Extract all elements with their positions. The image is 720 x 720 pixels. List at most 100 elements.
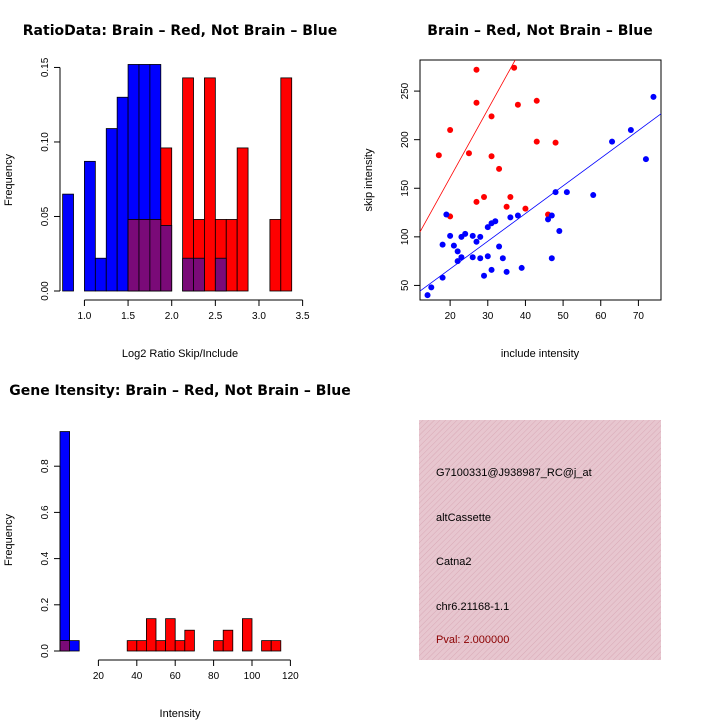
scatter-x-tick-label: 20 [445, 311, 457, 322]
gene-bar-brain [145, 618, 157, 652]
scatter-point-brain [514, 101, 521, 108]
scatter-point-not-brain [458, 233, 465, 240]
ratio-x-tick-label: 1.5 [121, 311, 135, 322]
scatter-y-tick-label: 100 [400, 228, 411, 245]
scatter-point-not-brain [650, 93, 657, 100]
gene-bar-brain [222, 629, 234, 652]
gene-y-tick-label: 0.0 [40, 644, 51, 658]
scatter-point-not-brain [514, 212, 521, 219]
scatter-point-not-brain [450, 242, 457, 249]
scatter-point-not-brain [443, 211, 450, 218]
fit-line-blue [419, 113, 662, 292]
gene-x-tick-label: 120 [282, 671, 299, 682]
scatter-point-not-brain [439, 274, 446, 281]
scatter-point-not-brain [488, 266, 495, 273]
scatter-point-not-brain [484, 253, 491, 260]
scatter-point-not-brain [609, 138, 616, 145]
scatter-y-tick-label: 200 [400, 131, 411, 148]
scatter-point-not-brain [469, 232, 476, 239]
scatter-point-not-brain [428, 284, 435, 291]
scatter-point-not-brain [545, 216, 552, 223]
ratio-histogram-xlabel: Log2 Ratio Skip/Include [122, 348, 238, 360]
scatter-point-not-brain [642, 156, 649, 163]
scatter-point-brain [552, 139, 559, 146]
info-panel: G7100331@J938987_RC@j_at altCassette Cat… [419, 420, 661, 660]
gene-x-tick-label: 80 [208, 671, 220, 682]
gene-bar-not-brain [69, 640, 80, 652]
scatter-point-not-brain [439, 241, 446, 248]
scatter-point-not-brain [477, 255, 484, 262]
ratio-x-tick-label: 2.5 [208, 311, 222, 322]
scatter-point-brain [522, 205, 529, 212]
scatter-point-brain [488, 153, 495, 160]
ratio-histogram-bars [62, 64, 293, 292]
scatter-point-not-brain [424, 292, 431, 299]
gene-x-tick-label: 60 [170, 671, 182, 682]
scatter-point-not-brain [473, 238, 480, 245]
scatter-axes: 20 30 40 50 60 70 50 100 150 200 250 [400, 82, 644, 322]
info-location: chr6.21168-1.1 [436, 601, 509, 613]
intensity-scatter-xlabel: include intensity [501, 348, 580, 360]
ratio-bar-overlap [138, 219, 151, 292]
scatter-point-not-brain [499, 255, 506, 262]
ratio-x-tick-label: 3.5 [296, 311, 310, 322]
gene-bar-brain [261, 640, 272, 652]
ratio-x-tick-label: 3.0 [252, 311, 266, 322]
ratio-bar-brain [269, 219, 282, 292]
scatter-point-not-brain [492, 218, 499, 225]
scatter-point-not-brain [548, 212, 555, 219]
scatter-point-brain [435, 152, 442, 159]
gene-bar-overlap [59, 640, 70, 652]
scatter-point-brain [447, 126, 454, 133]
ratio-y-tick-label: 0.15 [40, 57, 51, 77]
gene-x-tick-label: 20 [93, 671, 105, 682]
gene-y-tick-label: 0.6 [40, 505, 51, 519]
scatter-point-not-brain [518, 264, 525, 271]
ratio-y-tick-label: 0.05 [40, 206, 51, 226]
gene-bar-brain [213, 640, 224, 652]
gene-x-tick-label: 40 [131, 671, 143, 682]
scatter-point-not-brain [556, 228, 563, 235]
gene-bar-brain [241, 618, 253, 652]
scatter-point-not-brain [548, 255, 555, 262]
scatter-x-tick-label: 30 [482, 311, 494, 322]
gene-intensity-histogram: Gene Itensity: Brain – Red, Not Brain – … [3, 383, 351, 720]
scatter-point-not-brain [454, 258, 461, 265]
scatter-point-brain [473, 99, 480, 106]
scatter-point-brain [473, 198, 480, 205]
scatter-point-not-brain [507, 214, 514, 221]
scatter-y-tick-label: 150 [400, 179, 411, 196]
ratio-bar-overlap [160, 225, 173, 292]
ratio-bar-overlap [149, 219, 162, 292]
gene-bar-brain [136, 640, 147, 652]
scatter-y-tick-label: 50 [400, 279, 411, 291]
ratio-bar-not-brain [105, 128, 118, 292]
ratio-bar-overlap [127, 219, 140, 292]
scatter-x-tick-label: 40 [520, 311, 532, 322]
ratio-bar-overlap [182, 257, 194, 292]
ratio-histogram-title: RatioData: Brain – Red, Not Brain – Blue [23, 23, 337, 39]
scatter-point-brain [496, 165, 503, 172]
scatter-x-tick-label: 50 [558, 311, 570, 322]
scatter-point-brain [533, 97, 540, 104]
intensity-scatter-title: Brain – Red, Not Brain – Blue [427, 23, 652, 39]
intensity-scatter: Brain – Red, Not Brain – Blue include in… [363, 23, 662, 360]
ratio-bar-brain [236, 147, 249, 292]
ratio-y-tick-label: 0.10 [40, 132, 51, 152]
scatter-x-tick-label: 70 [633, 311, 645, 322]
ratio-bar-brain [280, 77, 293, 292]
scatter-fit-lines [419, 59, 662, 292]
scatter-point-brain [511, 64, 518, 71]
scatter-plot-box [419, 59, 662, 301]
scatter-point-brain [465, 150, 472, 157]
info-pval: Pval: 2.000000 [436, 634, 509, 646]
scatter-point-brain [507, 194, 514, 201]
gene-intensity-xlabel: Intensity [160, 708, 201, 720]
info-probe-id: G7100331@J938987_RC@j_at [436, 467, 592, 479]
fit-line-red [419, 59, 516, 233]
ratio-histogram-axes: 1.0 1.5 2.0 2.5 3.0 3.5 0.00 0.05 0.10 0.15 [40, 57, 310, 322]
gene-bar-brain [155, 640, 166, 652]
info-panel-background [419, 420, 661, 660]
scatter-point-not-brain [496, 243, 503, 250]
